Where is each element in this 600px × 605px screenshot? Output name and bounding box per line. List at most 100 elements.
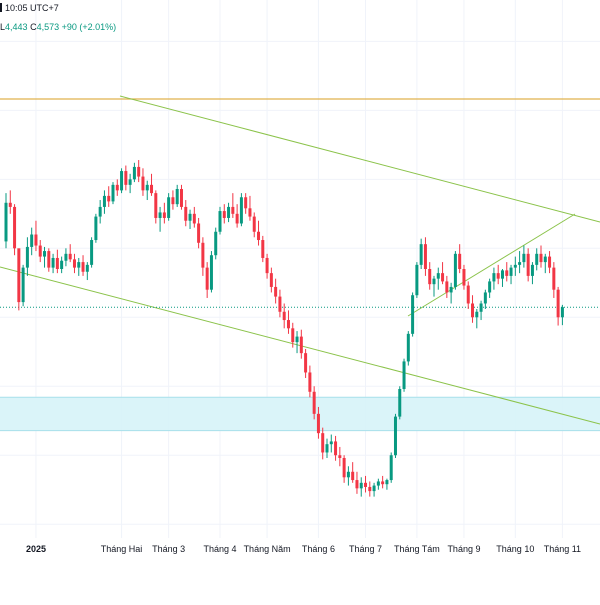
candle-body xyxy=(325,444,329,453)
support-zone xyxy=(0,397,600,431)
candle-body xyxy=(218,211,222,232)
x-tick-label: Tháng 7 xyxy=(349,544,382,554)
candle-body xyxy=(60,260,64,269)
low-label: L xyxy=(0,22,6,32)
candle-body xyxy=(488,281,492,293)
x-tick-label: Tháng 9 xyxy=(447,544,480,554)
candle-body xyxy=(316,413,320,434)
candle-body xyxy=(479,303,483,312)
candle-body xyxy=(128,179,132,185)
candle-body xyxy=(184,206,188,221)
candle-body xyxy=(205,267,209,290)
candle-body xyxy=(132,166,136,180)
candle-body xyxy=(158,212,162,218)
candle-body xyxy=(282,311,286,321)
candle-body xyxy=(47,251,51,268)
candle-body xyxy=(393,416,397,456)
candle-body xyxy=(68,253,72,260)
candle-body xyxy=(141,176,145,191)
candle-body xyxy=(244,197,248,209)
candle-body xyxy=(560,307,564,318)
x-tick-label: Tháng Năm xyxy=(244,544,291,554)
candle-body xyxy=(552,267,556,290)
candle-body xyxy=(8,202,12,207)
candle-body xyxy=(530,264,534,276)
close-label: C xyxy=(30,22,37,32)
candle-body xyxy=(376,481,380,486)
candle-body xyxy=(4,202,8,242)
candle-body xyxy=(483,292,487,304)
candle-body xyxy=(94,216,98,241)
candle-body xyxy=(471,303,475,318)
candle-body xyxy=(222,211,226,218)
candle-body xyxy=(342,457,346,478)
time-marker-icon xyxy=(0,3,2,12)
candle-body xyxy=(299,336,303,354)
x-tick-label: Tháng Tám xyxy=(394,544,440,554)
candle-body xyxy=(192,213,196,224)
candle-body xyxy=(257,231,261,241)
candle-body xyxy=(21,267,25,303)
candle-body xyxy=(385,480,389,485)
candle-body xyxy=(179,188,183,207)
candle-body xyxy=(291,328,295,343)
candle-body xyxy=(17,248,21,303)
candle-body xyxy=(295,336,299,343)
candle-body xyxy=(398,389,402,417)
candle-body xyxy=(201,242,205,268)
candle-body xyxy=(436,273,440,279)
candle-body xyxy=(107,195,111,202)
candle-body xyxy=(81,262,85,272)
candle-body xyxy=(167,197,171,218)
candle-body xyxy=(239,197,243,224)
candle-body xyxy=(338,455,342,458)
candle-body xyxy=(389,455,393,481)
candle-body xyxy=(372,485,376,492)
candle-body xyxy=(214,231,218,256)
candle-body xyxy=(458,253,462,269)
rising-trendline xyxy=(407,213,576,317)
x-tick-label: Tháng 3 xyxy=(152,544,185,554)
candle-body xyxy=(98,206,102,217)
candle-body xyxy=(381,481,385,485)
candle-body xyxy=(423,244,427,269)
candle-body xyxy=(505,270,509,276)
candle-body xyxy=(64,253,68,261)
candle-body xyxy=(77,262,81,268)
candle-body xyxy=(355,480,359,489)
candle-body xyxy=(197,223,201,243)
candle-body xyxy=(364,482,368,487)
candle-body xyxy=(248,208,252,217)
candle-body xyxy=(428,269,432,285)
candle-body xyxy=(543,256,547,263)
candle-body xyxy=(90,240,94,265)
x-tick-label: Tháng 6 xyxy=(302,544,335,554)
candle-body xyxy=(261,240,265,258)
candle-body xyxy=(38,245,42,257)
candle-body xyxy=(466,285,470,304)
candle-body xyxy=(278,296,282,312)
candle-body xyxy=(43,251,47,257)
candle-body xyxy=(402,361,406,390)
x-tick-label: Tháng 4 xyxy=(203,544,236,554)
candle-body xyxy=(432,278,436,285)
candle-body xyxy=(137,166,141,177)
candle-body xyxy=(496,273,500,279)
candle-body xyxy=(115,184,119,191)
candle-body xyxy=(312,391,316,414)
change-value: +90 (+2.01%) xyxy=(61,22,117,32)
candle-body xyxy=(535,253,539,265)
candle-body xyxy=(55,257,59,269)
x-tick-label: Tháng Hai xyxy=(101,544,143,554)
ohlc-legend: L4,443 C4,573 +90 (+2.01%) xyxy=(0,22,116,32)
candle-body xyxy=(334,441,338,456)
candle-body xyxy=(13,206,17,249)
candle-body xyxy=(162,212,166,218)
candle-body xyxy=(411,295,415,334)
candle-body xyxy=(25,246,29,268)
candle-body xyxy=(209,255,213,290)
candle-body xyxy=(518,262,522,265)
candle-body xyxy=(51,257,55,268)
